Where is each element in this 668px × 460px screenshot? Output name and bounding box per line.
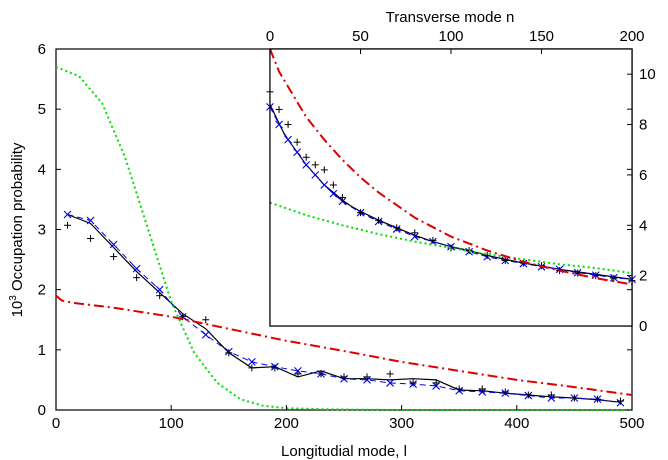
inset-series-dashdot-line xyxy=(269,48,633,286)
inset-y-tick-label: 0 xyxy=(639,318,647,335)
inset-y-tick-label: 10 xyxy=(639,66,656,83)
main-plus-marker xyxy=(501,388,509,396)
main-plus-marker xyxy=(294,370,302,378)
inset-x-marker xyxy=(410,232,419,241)
inset-y-tick-label: 8 xyxy=(639,117,647,134)
inset-x-marker xyxy=(284,135,292,144)
main-plus-marker xyxy=(547,391,555,399)
main-x-axis-title: Longitudial mode, l xyxy=(281,443,407,460)
y-title-rest: Occupation probability xyxy=(9,142,26,295)
main-plus-marker xyxy=(478,385,486,393)
inset-plus-marker xyxy=(329,181,337,189)
inset-x-marker xyxy=(293,148,302,157)
svg-text:103 Occupation probability: 103 Occupation probability xyxy=(8,142,26,317)
tick-layer: 0 100 200 300 400 500 0 1 2 3 4 5 6 0 50 100 150 200 0 2 4 6 8… xyxy=(38,28,656,432)
inset-plot-marks xyxy=(266,48,636,327)
main-x-tick-label: 0 xyxy=(52,415,60,432)
inset-x-marker xyxy=(338,197,347,206)
main-plus-marker xyxy=(432,379,440,387)
inset-y-tick-label: 4 xyxy=(639,217,647,234)
main-plot-marks xyxy=(55,66,633,411)
main-x-marker xyxy=(386,379,394,387)
main-plus-marker xyxy=(593,395,601,403)
main-plus-marker xyxy=(110,253,118,261)
main-plus-marker xyxy=(64,221,72,229)
main-plus-marker xyxy=(363,373,371,381)
inset-plus-marker xyxy=(375,216,383,224)
inset-plus-marker xyxy=(320,166,328,174)
inset-plus-marker xyxy=(610,274,618,282)
inset-x-marker xyxy=(311,171,320,179)
inset-plus-marker xyxy=(338,194,346,202)
main-x-tick-label: 200 xyxy=(274,415,299,432)
inset-plus-marker xyxy=(411,229,419,237)
main-plus-marker xyxy=(202,316,210,324)
inset-plus-marker xyxy=(311,161,319,169)
inset-plus-marker xyxy=(574,269,582,277)
main-x-marker xyxy=(63,210,72,219)
main-y-tick-label: 3 xyxy=(38,222,46,239)
inset-plus-marker xyxy=(293,138,301,146)
main-x-marker xyxy=(86,216,95,225)
main-plus-marker xyxy=(317,370,325,378)
inset-series-dotted-line xyxy=(269,201,633,275)
inset-y-tick-label: 2 xyxy=(639,268,647,285)
main-y-tick-label: 4 xyxy=(38,161,46,178)
main-plus-marker xyxy=(524,391,532,399)
main-y-tick-label: 1 xyxy=(38,342,46,359)
main-y-axis-title: 103 Occupation probability xyxy=(8,142,26,317)
inset-x-tick-label: 0 xyxy=(266,28,274,45)
inset-x-tick-label: 100 xyxy=(438,28,463,45)
main-x-marker xyxy=(247,357,256,366)
main-plus-marker xyxy=(271,364,279,372)
inset-plus-marker xyxy=(357,209,364,217)
inset-plus-marker xyxy=(501,257,509,265)
main-plus-marker xyxy=(225,349,233,357)
y-title-base: 10 xyxy=(9,301,26,318)
main-x-tick-label: 100 xyxy=(159,415,184,432)
inset-background xyxy=(270,49,632,326)
main-plus-marker xyxy=(616,397,624,405)
inset-x-tick-label: 50 xyxy=(352,28,369,45)
main-plus-marker xyxy=(409,379,417,387)
inset-y-tick-label: 6 xyxy=(639,167,647,184)
main-plus-marker xyxy=(386,370,394,378)
main-x-marker xyxy=(155,285,164,294)
main-x-marker xyxy=(132,264,141,273)
main-x-tick-label: 400 xyxy=(504,415,529,432)
inset-x-axis-title: Transverse mode n xyxy=(386,9,515,26)
inset-plus-marker xyxy=(592,272,600,280)
main-y-tick-label: 0 xyxy=(38,402,46,419)
main-plus-marker xyxy=(340,373,348,381)
inset-x-marker xyxy=(275,120,283,129)
main-y-tick-label: 5 xyxy=(38,101,46,118)
main-x-marker xyxy=(201,330,210,339)
main-y-tick-label: 2 xyxy=(38,282,46,299)
main-y-tick-label: 6 xyxy=(38,41,46,58)
inset-x-marker xyxy=(329,189,338,198)
inset-plus-marker xyxy=(275,105,283,113)
inset-plus-marker xyxy=(284,121,292,129)
main-plus-marker xyxy=(570,394,578,402)
inset-x-marker xyxy=(320,181,329,189)
inset-plus-marker xyxy=(429,236,437,244)
main-plus-marker xyxy=(455,385,463,393)
main-plus-marker xyxy=(87,235,95,243)
inset-x-marker xyxy=(302,160,311,169)
inset-x-tick-label: 200 xyxy=(619,28,644,45)
main-plus-marker xyxy=(133,274,141,282)
inset-x-tick-label: 150 xyxy=(529,28,554,45)
main-x-tick-label: 300 xyxy=(389,415,414,432)
main-series-dashdot-line xyxy=(55,294,633,396)
inset-plus-marker xyxy=(302,153,310,161)
main-plus-marker xyxy=(248,364,256,372)
inset-plus-marker xyxy=(393,224,401,232)
y-title-exponent: 3 xyxy=(8,295,19,301)
main-x-tick-label: 500 xyxy=(619,415,644,432)
main-x-marker xyxy=(109,240,118,249)
main-plus-marker xyxy=(156,292,164,300)
